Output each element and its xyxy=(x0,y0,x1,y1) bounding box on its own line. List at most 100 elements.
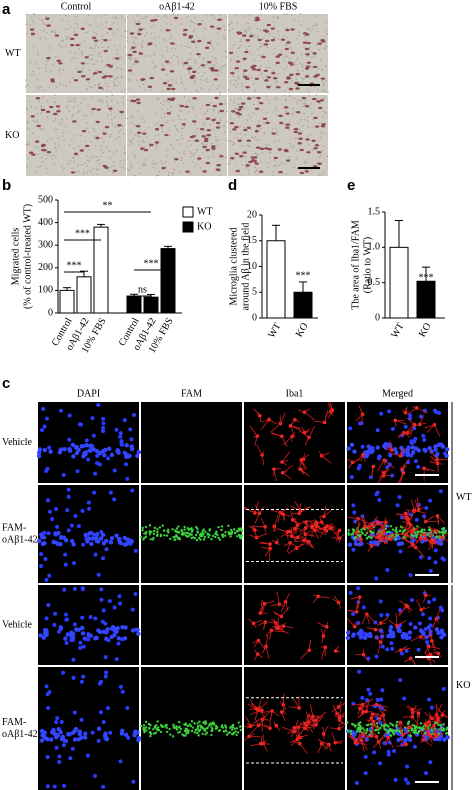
y-tick-label: 20 xyxy=(247,209,257,220)
amyloid-signal xyxy=(208,529,211,532)
cell xyxy=(70,43,75,47)
microglia-process xyxy=(269,630,272,640)
cell xyxy=(211,147,216,150)
texture xyxy=(134,37,136,39)
amyloid-signal xyxy=(169,733,172,736)
nucleus xyxy=(85,753,90,758)
cell xyxy=(278,114,283,118)
texture xyxy=(36,146,39,149)
microglia-process xyxy=(252,525,266,528)
cell xyxy=(135,125,141,128)
texture xyxy=(263,123,265,126)
amyloid-signal xyxy=(200,533,203,537)
texture xyxy=(95,168,98,171)
nucleus xyxy=(351,503,356,508)
y-tick-label: 300 xyxy=(38,239,53,250)
texture xyxy=(32,74,35,76)
texture xyxy=(274,36,277,39)
microglia-process xyxy=(365,523,372,527)
amyloid-signal xyxy=(152,728,155,731)
texture xyxy=(157,36,160,38)
amyloid-signal xyxy=(185,732,188,735)
nucleus xyxy=(379,697,384,702)
texture xyxy=(162,39,165,41)
microglia-process xyxy=(437,463,443,465)
amyloid-signal xyxy=(389,722,392,725)
texture xyxy=(127,30,129,32)
cell xyxy=(312,52,317,55)
cell xyxy=(96,108,101,111)
texture xyxy=(95,43,97,46)
texture xyxy=(256,36,259,39)
nucleus xyxy=(432,597,437,602)
microglia-process xyxy=(250,743,261,747)
nucleus xyxy=(54,524,59,529)
cell xyxy=(204,46,210,50)
texture xyxy=(201,20,203,22)
amyloid-signal xyxy=(217,525,220,529)
amyloid-signal xyxy=(354,724,357,727)
texture xyxy=(309,46,311,49)
nucleus xyxy=(440,556,445,561)
nucleus xyxy=(86,536,91,541)
texture xyxy=(248,114,250,116)
texture xyxy=(276,80,279,83)
microglia-process xyxy=(435,618,440,623)
amyloid-signal xyxy=(193,722,196,725)
texture xyxy=(323,171,326,173)
texture xyxy=(101,152,104,154)
texture xyxy=(311,56,313,58)
microglia-process xyxy=(314,529,327,536)
cell xyxy=(95,120,100,124)
microglia-process xyxy=(412,537,422,548)
nucleus xyxy=(360,695,365,700)
microglia-process xyxy=(376,704,388,708)
texture xyxy=(58,72,60,75)
x-tick-label: WT xyxy=(266,321,283,340)
texture xyxy=(303,112,305,115)
cell xyxy=(258,170,264,173)
significance-label: *** xyxy=(75,228,90,239)
cell xyxy=(108,107,113,110)
amyloid-signal xyxy=(172,536,175,539)
microglia-process xyxy=(298,503,302,514)
microglia-process xyxy=(259,415,262,423)
texture xyxy=(109,157,111,159)
cell xyxy=(108,75,113,78)
texture xyxy=(129,162,132,165)
texture xyxy=(202,37,204,40)
amyloid-signal xyxy=(203,535,207,539)
texture xyxy=(131,137,134,140)
nucleus xyxy=(80,631,86,636)
texture xyxy=(120,90,123,92)
row-label: Vehicle xyxy=(2,437,33,448)
microglia-process xyxy=(416,599,422,610)
nucleus xyxy=(405,452,410,458)
nucleus xyxy=(377,761,382,766)
microglia-process xyxy=(386,537,392,541)
microglia-process xyxy=(303,453,305,460)
microglia-process xyxy=(400,722,403,730)
texture xyxy=(108,150,111,153)
texture xyxy=(180,156,183,159)
nucleus xyxy=(387,409,392,414)
nucleus xyxy=(44,577,49,582)
texture xyxy=(84,146,86,148)
texture xyxy=(94,144,97,147)
texture xyxy=(130,58,133,60)
texture xyxy=(144,141,147,143)
texture xyxy=(74,57,77,59)
nucleus xyxy=(72,586,77,591)
texture xyxy=(84,162,86,165)
texture xyxy=(232,141,234,143)
microglia-process xyxy=(355,742,368,745)
texture xyxy=(266,46,269,49)
texture xyxy=(117,52,119,55)
nucleus xyxy=(37,447,43,452)
cell xyxy=(137,32,142,36)
texture xyxy=(39,165,42,167)
microglia-process xyxy=(411,406,417,409)
amyloid-signal xyxy=(194,728,197,732)
nucleus xyxy=(438,489,443,494)
texture xyxy=(70,60,73,62)
